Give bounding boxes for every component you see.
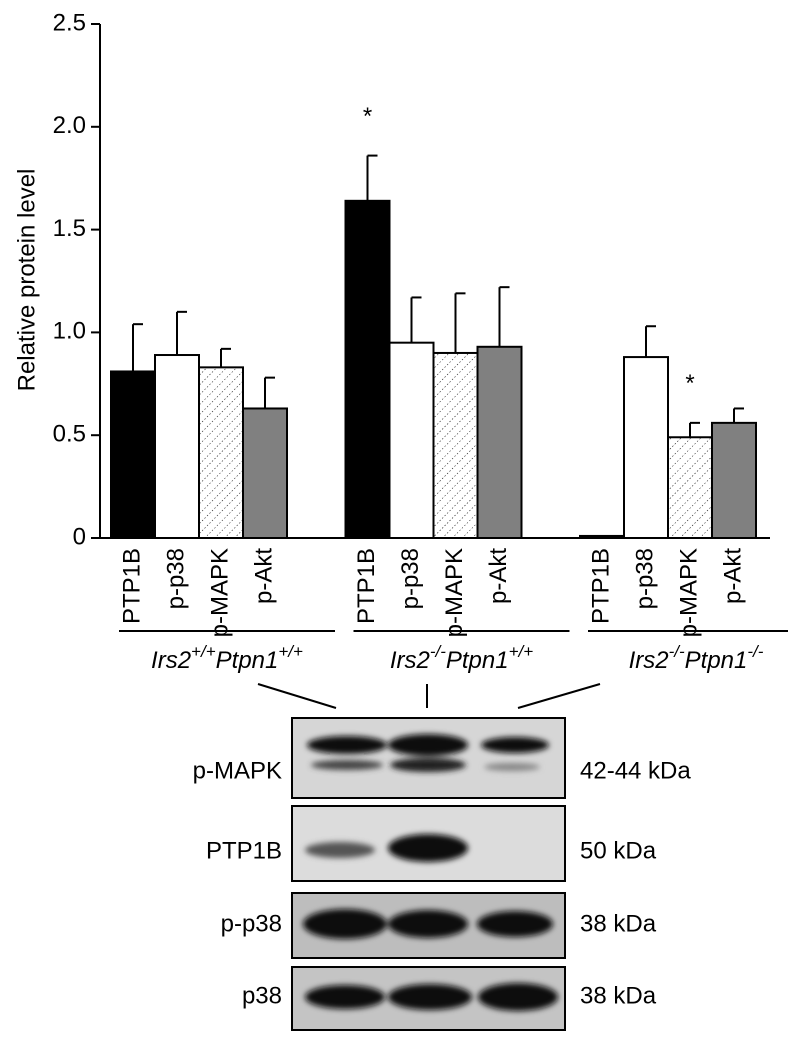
x-tick-label: p-Akt bbox=[250, 548, 277, 604]
x-tick-label: p-p38 bbox=[631, 548, 658, 609]
x-tick-label: p-MAPK bbox=[675, 548, 702, 637]
group-label: Irs2+/+Ptpn1+/+ bbox=[151, 642, 303, 674]
blot-size: 38 kDa bbox=[580, 910, 657, 937]
blot-panel bbox=[291, 717, 566, 799]
western-blot bbox=[291, 717, 566, 1031]
blot-size: 50 kDa bbox=[580, 837, 657, 864]
x-tick-label: p-MAPK bbox=[441, 548, 468, 637]
gene-name: Irs2 bbox=[629, 647, 669, 674]
bar bbox=[711, 421, 757, 540]
error-bar bbox=[132, 323, 143, 372]
y-tick-label: 0 bbox=[73, 523, 86, 550]
significance-marker: * bbox=[363, 103, 372, 130]
gene-name: Irs2 bbox=[390, 647, 430, 674]
x-tick-label: p-Akt bbox=[485, 548, 512, 604]
x-tick-label: PTP1B bbox=[353, 548, 380, 624]
error-bar bbox=[410, 296, 422, 343]
error-bar bbox=[366, 154, 378, 201]
y-tick-label: 2.0 bbox=[53, 112, 86, 139]
error-bar bbox=[264, 376, 275, 409]
gene-name: Ptpn1 bbox=[685, 647, 748, 674]
y-tick-label: 2.5 bbox=[53, 9, 86, 36]
error-bar bbox=[220, 347, 231, 368]
connectors bbox=[257, 683, 601, 709]
genotype: -/- bbox=[669, 642, 685, 661]
error-bar bbox=[689, 421, 700, 438]
bar bbox=[388, 341, 435, 539]
bar bbox=[432, 351, 479, 539]
bar bbox=[476, 345, 523, 539]
x-tick-label: PTP1B bbox=[118, 548, 145, 624]
bar bbox=[344, 199, 391, 539]
y-axis-label: Relative protein level bbox=[13, 169, 40, 392]
x-tick-label: p-p38 bbox=[162, 548, 189, 609]
group-label: Irs2-/-Ptpn1+/+ bbox=[390, 642, 533, 674]
gene-name: Ptpn1 bbox=[216, 647, 279, 674]
blot-label: PTP1B bbox=[206, 837, 282, 864]
x-tick-label: p-MAPK bbox=[206, 548, 233, 637]
bar bbox=[667, 436, 713, 540]
blot-panel bbox=[291, 892, 566, 959]
group-label: Irs2-/-Ptpn1-/- bbox=[629, 642, 764, 674]
x-tick-label: p-p38 bbox=[397, 548, 424, 609]
blot-size: 42-44 kDa bbox=[580, 757, 691, 784]
significance-marker: * bbox=[685, 370, 694, 397]
gene-name: Irs2 bbox=[151, 647, 191, 674]
blot-label: p-MAPK bbox=[193, 757, 282, 784]
bar bbox=[242, 407, 288, 539]
genotype: +/+ bbox=[191, 642, 216, 661]
y-tick-label: 0.5 bbox=[53, 421, 86, 448]
genotype: +/+ bbox=[278, 642, 303, 661]
blot-label: p38 bbox=[242, 982, 282, 1009]
bar bbox=[623, 356, 669, 539]
error-bar bbox=[498, 286, 510, 347]
y-tick-label: 1.0 bbox=[53, 318, 86, 345]
error-bar bbox=[454, 292, 466, 353]
blot-size: 38 kDa bbox=[580, 982, 657, 1009]
error-bar bbox=[176, 310, 187, 356]
genotype: +/+ bbox=[509, 642, 534, 661]
bar bbox=[198, 366, 244, 539]
blot-panel bbox=[291, 805, 566, 882]
bar bbox=[110, 370, 156, 539]
x-tick-label: p-Akt bbox=[719, 548, 746, 604]
gene-name: Ptpn1 bbox=[446, 647, 509, 674]
bar bbox=[154, 354, 200, 539]
error-bar bbox=[645, 325, 656, 358]
genotype: -/- bbox=[747, 642, 763, 661]
error-bar bbox=[733, 407, 744, 423]
bar bbox=[579, 534, 625, 539]
x-tick-label: PTP1B bbox=[587, 548, 614, 624]
blot-panel bbox=[291, 966, 566, 1031]
blot-label: p-p38 bbox=[221, 910, 282, 937]
genotype: -/- bbox=[430, 642, 446, 661]
y-tick-label: 1.5 bbox=[53, 215, 86, 242]
